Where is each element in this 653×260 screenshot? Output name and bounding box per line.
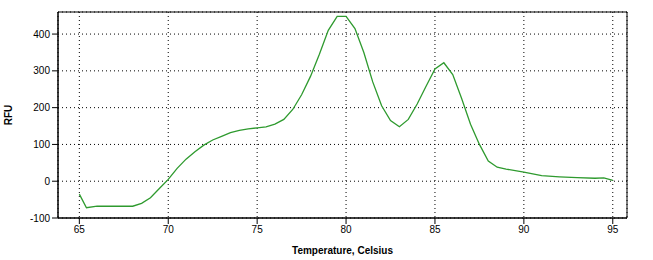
- svg-text:300: 300: [33, 65, 50, 76]
- svg-text:80: 80: [340, 224, 352, 235]
- svg-text:95: 95: [607, 224, 619, 235]
- svg-text:Temperature, Celsius: Temperature, Celsius: [292, 245, 393, 256]
- svg-text:75: 75: [252, 224, 264, 235]
- svg-text:90: 90: [518, 224, 530, 235]
- svg-text:100: 100: [33, 139, 50, 150]
- svg-text:RFU: RFU: [8, 105, 14, 126]
- svg-text:0: 0: [44, 176, 50, 187]
- svg-text:85: 85: [429, 224, 441, 235]
- svg-text:400: 400: [33, 29, 50, 40]
- svg-text:70: 70: [163, 224, 175, 235]
- svg-text:65: 65: [74, 224, 86, 235]
- svg-text:200: 200: [33, 102, 50, 113]
- svg-text:-100: -100: [30, 213, 50, 224]
